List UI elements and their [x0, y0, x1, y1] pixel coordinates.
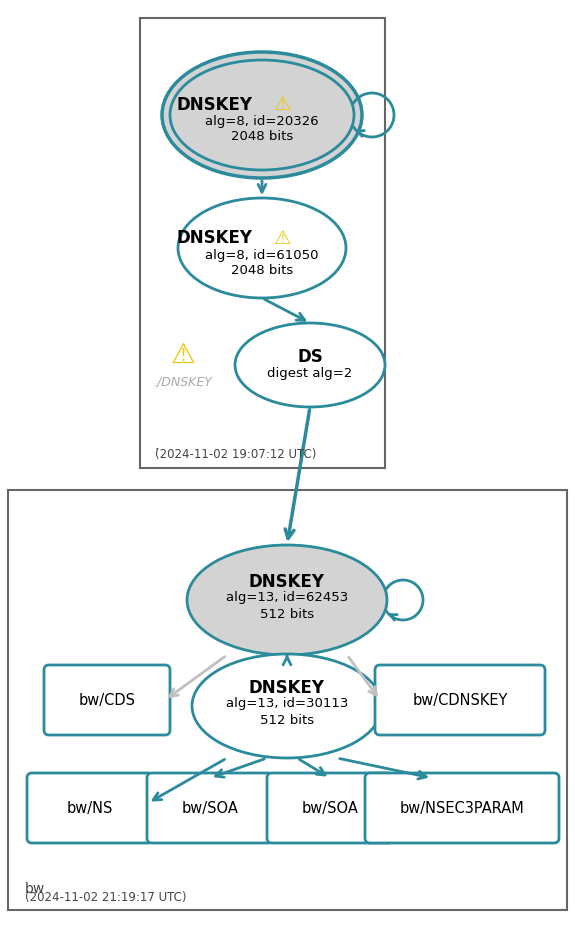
Text: DNSKEY: DNSKEY	[249, 679, 325, 697]
Ellipse shape	[162, 52, 362, 178]
Text: DS: DS	[297, 348, 323, 366]
Text: (2024-11-02 21:19:17 UTC): (2024-11-02 21:19:17 UTC)	[25, 891, 186, 904]
FancyBboxPatch shape	[365, 773, 559, 843]
Text: digest alg=2: digest alg=2	[267, 367, 352, 380]
Text: ⚠: ⚠	[171, 341, 196, 369]
Ellipse shape	[192, 654, 382, 758]
Text: alg=13, id=30113: alg=13, id=30113	[226, 698, 348, 711]
FancyBboxPatch shape	[147, 773, 273, 843]
Text: (2024-11-02 19:07:12 UTC): (2024-11-02 19:07:12 UTC)	[155, 448, 316, 461]
FancyBboxPatch shape	[8, 490, 567, 910]
Text: .: .	[155, 439, 159, 453]
Ellipse shape	[170, 60, 354, 170]
Text: bw/CDS: bw/CDS	[79, 693, 136, 707]
Ellipse shape	[178, 198, 346, 298]
Text: DNSKEY: DNSKEY	[249, 573, 325, 591]
FancyBboxPatch shape	[267, 773, 393, 843]
Text: alg=8, id=20326: alg=8, id=20326	[205, 115, 319, 128]
Text: ⚠: ⚠	[274, 228, 292, 247]
Text: bw/NSEC3PARAM: bw/NSEC3PARAM	[400, 801, 524, 816]
Text: DNSKEY: DNSKEY	[176, 229, 252, 247]
Text: bw/CDNSKEY: bw/CDNSKEY	[412, 693, 508, 707]
FancyBboxPatch shape	[44, 665, 170, 735]
Text: 512 bits: 512 bits	[260, 608, 314, 620]
Text: 512 bits: 512 bits	[260, 714, 314, 727]
Ellipse shape	[235, 323, 385, 407]
Text: bw/NS: bw/NS	[67, 801, 113, 816]
Text: alg=8, id=61050: alg=8, id=61050	[205, 248, 319, 261]
Text: alg=13, id=62453: alg=13, id=62453	[226, 592, 348, 604]
Text: 2048 bits: 2048 bits	[231, 263, 293, 277]
Ellipse shape	[187, 545, 387, 655]
Text: bw/SOA: bw/SOA	[301, 801, 358, 816]
Text: ./DNSKEY: ./DNSKEY	[154, 376, 212, 389]
Text: 2048 bits: 2048 bits	[231, 130, 293, 143]
FancyBboxPatch shape	[27, 773, 153, 843]
Text: DNSKEY: DNSKEY	[176, 96, 252, 114]
Text: ⚠: ⚠	[274, 95, 292, 114]
FancyBboxPatch shape	[375, 665, 545, 735]
Text: bw/SOA: bw/SOA	[182, 801, 239, 816]
Text: bw: bw	[25, 882, 45, 896]
FancyBboxPatch shape	[140, 18, 385, 468]
